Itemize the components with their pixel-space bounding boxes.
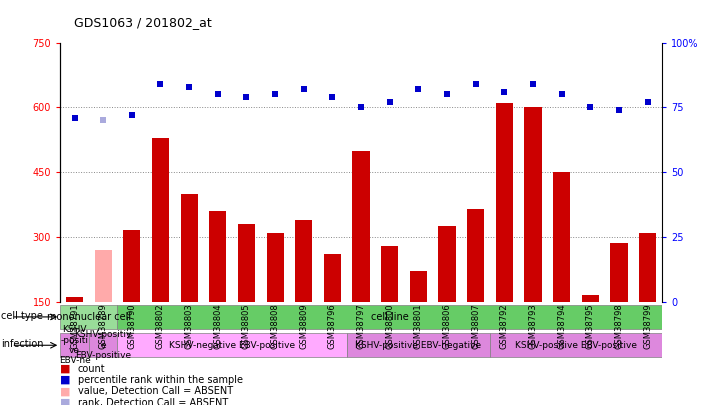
Text: ■: ■ xyxy=(60,375,71,385)
Text: GSM38800: GSM38800 xyxy=(385,303,394,349)
Text: GSM38789: GSM38789 xyxy=(98,303,108,349)
Text: mononuclear cell: mononuclear cell xyxy=(47,312,131,322)
Text: GSM38797: GSM38797 xyxy=(357,303,365,349)
Text: GSM38802: GSM38802 xyxy=(156,303,165,349)
Text: GSM38805: GSM38805 xyxy=(242,303,251,349)
Bar xyxy=(525,107,542,302)
Text: KSHV-negative EBV-positive: KSHV-negative EBV-positive xyxy=(169,341,295,350)
Bar xyxy=(639,232,656,302)
Bar xyxy=(88,333,118,357)
Text: GSM38807: GSM38807 xyxy=(472,303,480,349)
Text: KSHV
-positi
ve
EBV-ne: KSHV -positi ve EBV-ne xyxy=(59,325,91,365)
Text: GSM38804: GSM38804 xyxy=(213,303,222,349)
Bar xyxy=(438,226,456,302)
Bar xyxy=(95,250,112,302)
Text: count: count xyxy=(78,364,105,373)
Text: percentile rank within the sample: percentile rank within the sample xyxy=(78,375,243,385)
Bar xyxy=(353,151,370,302)
Text: value, Detection Call = ABSENT: value, Detection Call = ABSENT xyxy=(78,386,233,396)
Text: ■: ■ xyxy=(60,386,71,396)
Text: GSM38792: GSM38792 xyxy=(500,303,509,349)
Bar xyxy=(324,254,341,302)
Bar xyxy=(467,209,484,302)
Bar xyxy=(118,333,347,357)
Bar xyxy=(60,333,88,357)
Bar xyxy=(347,333,490,357)
Bar xyxy=(410,271,427,302)
Bar xyxy=(152,138,169,302)
Bar xyxy=(381,245,399,302)
Bar xyxy=(582,295,599,302)
Text: rank, Detection Call = ABSENT: rank, Detection Call = ABSENT xyxy=(78,398,228,405)
Text: GSM38801: GSM38801 xyxy=(414,303,423,349)
Text: GSM38809: GSM38809 xyxy=(299,303,308,349)
Bar xyxy=(295,220,312,302)
Text: GSM38791: GSM38791 xyxy=(70,303,79,349)
Text: GSM38806: GSM38806 xyxy=(442,303,452,349)
Bar xyxy=(553,172,570,302)
Bar xyxy=(123,230,140,302)
Bar xyxy=(496,103,513,302)
Text: KSHV-positive EBV-negative: KSHV-positive EBV-negative xyxy=(355,341,481,350)
Text: GSM38799: GSM38799 xyxy=(643,303,652,349)
Text: ■: ■ xyxy=(60,398,71,405)
Text: cell type: cell type xyxy=(1,311,42,321)
Text: GSM38793: GSM38793 xyxy=(529,303,537,349)
Text: ■: ■ xyxy=(60,364,71,373)
Bar xyxy=(490,333,662,357)
Text: GDS1063 / 201802_at: GDS1063 / 201802_at xyxy=(74,16,212,29)
Text: infection: infection xyxy=(1,339,43,349)
Text: GSM38795: GSM38795 xyxy=(586,303,595,349)
Bar xyxy=(238,224,255,302)
Bar xyxy=(181,194,198,302)
Text: GSM38798: GSM38798 xyxy=(615,303,624,349)
Text: GSM38794: GSM38794 xyxy=(557,303,566,349)
Bar xyxy=(209,211,227,302)
Bar xyxy=(266,232,284,302)
Text: KSHV-positiv
e
EBV-positive: KSHV-positiv e EBV-positive xyxy=(74,330,132,360)
Text: GSM38790: GSM38790 xyxy=(127,303,137,349)
Bar xyxy=(66,297,83,302)
Text: GSM38808: GSM38808 xyxy=(270,303,280,349)
Bar xyxy=(610,243,627,302)
Bar xyxy=(60,305,118,329)
Text: cell line: cell line xyxy=(371,312,409,322)
Text: KSHV-positive EBV-positive: KSHV-positive EBV-positive xyxy=(515,341,637,350)
Text: GSM38796: GSM38796 xyxy=(328,303,337,349)
Text: GSM38803: GSM38803 xyxy=(185,303,193,349)
